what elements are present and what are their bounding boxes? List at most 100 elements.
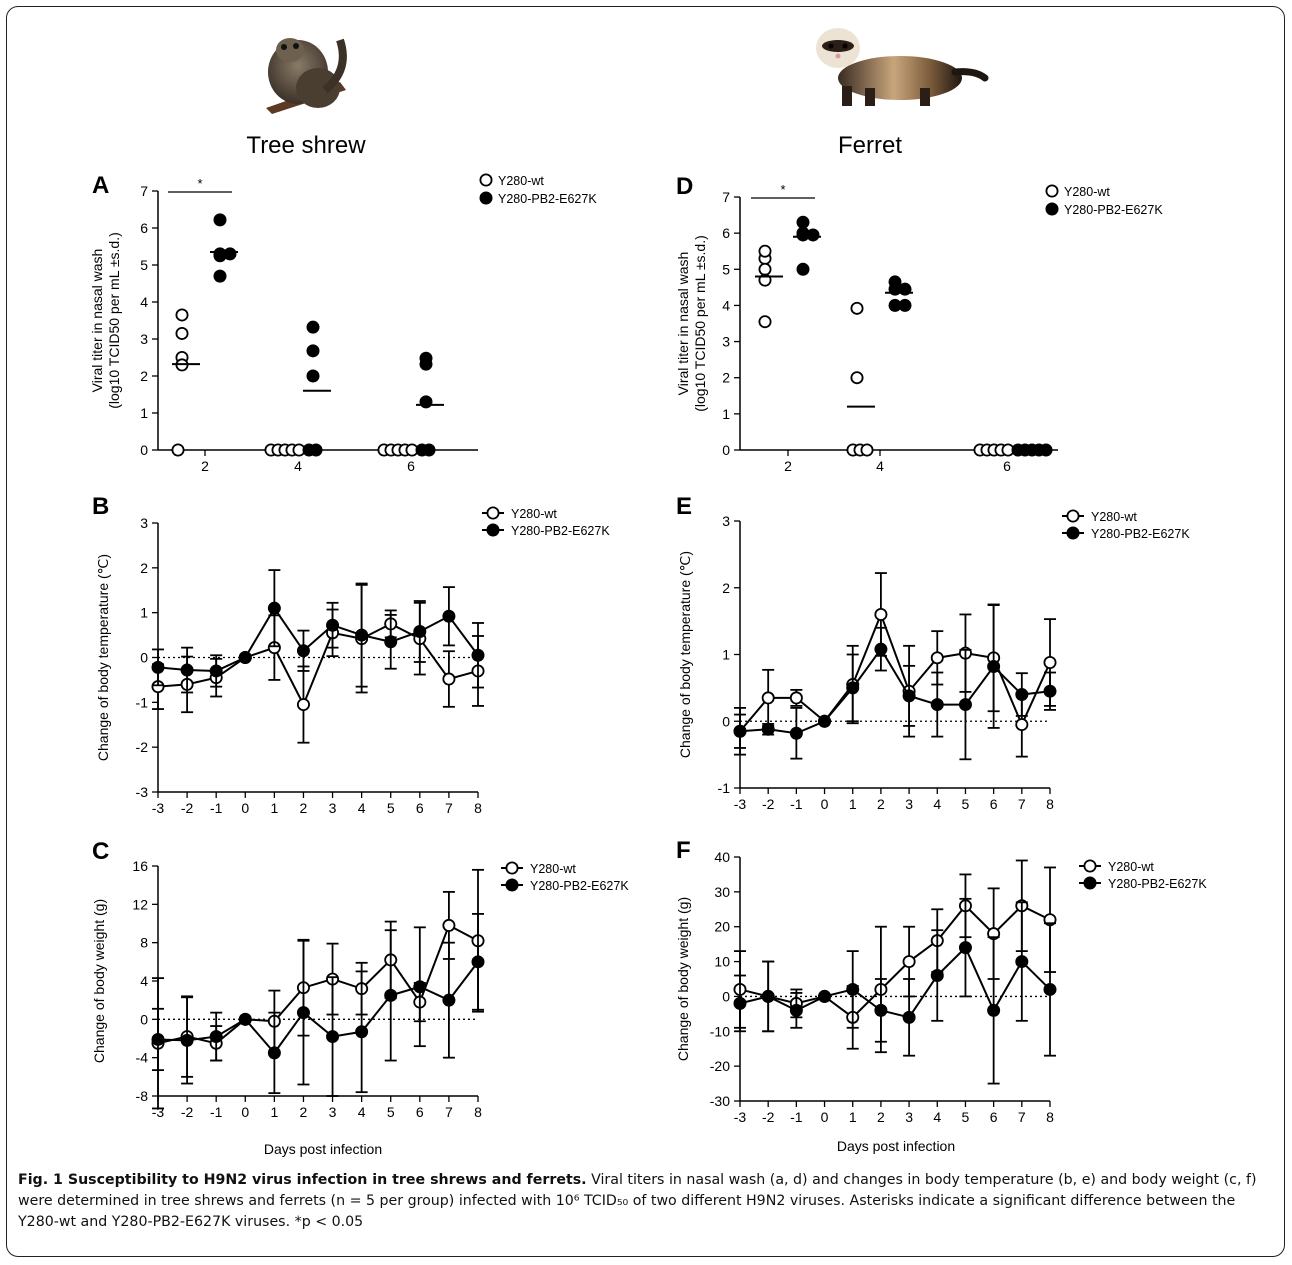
y-axis-title: Change of body temperature (℃) bbox=[677, 551, 693, 758]
x-tick-label: -1 bbox=[790, 796, 803, 812]
data-point bbox=[384, 988, 398, 1002]
y-tick-label: 4 bbox=[722, 297, 730, 313]
figure-caption: Fig. 1 Susceptibility to H9N2 virus infe… bbox=[18, 1170, 1276, 1233]
data-point bbox=[1043, 684, 1057, 698]
legend-label: Y280-wt bbox=[530, 862, 576, 876]
x-tick-label: 2 bbox=[201, 458, 209, 474]
x-tick-label: -1 bbox=[790, 1109, 803, 1125]
panel-label: A bbox=[92, 172, 109, 199]
data-point bbox=[846, 982, 860, 996]
y-tick-label: 3 bbox=[722, 513, 730, 529]
chart-panel-d: 0 1 2 3 4 5 6 7 2 4 6 Viral titer in nasal wash (log… bbox=[675, 173, 1163, 474]
x-tick-label: 6 bbox=[990, 796, 998, 812]
legend-marker bbox=[479, 191, 493, 205]
x-tick-label: -3 bbox=[734, 1109, 747, 1125]
y-tick-label: 3 bbox=[722, 334, 730, 350]
legend-marker bbox=[505, 878, 519, 892]
y-axis-title: (log10 TCID50 per mL ±s.d.) bbox=[692, 235, 708, 412]
y-tick-label: -20 bbox=[710, 1058, 730, 1074]
legend-label: Y280-wt bbox=[511, 507, 557, 521]
y-tick-label: 5 bbox=[722, 261, 730, 277]
data-point bbox=[958, 698, 972, 712]
y-tick-label: 30 bbox=[714, 884, 730, 900]
scatter-point bbox=[758, 262, 772, 276]
data-point bbox=[413, 980, 427, 994]
x-tick-label: 2 bbox=[300, 1104, 308, 1120]
data-point bbox=[930, 698, 944, 712]
x-tick-label: -2 bbox=[762, 796, 775, 812]
legend-label: Y280-wt bbox=[1064, 185, 1110, 199]
x-axis-title-left: Days post infection bbox=[264, 1141, 382, 1157]
legend-label: Y280-PB2-E627K bbox=[1064, 203, 1163, 217]
x-tick-label: 5 bbox=[962, 1109, 970, 1125]
series-line bbox=[157, 622, 479, 707]
data-point bbox=[958, 941, 972, 955]
chart-panel-e: -1 0 1 2 3 -3 -2 -1 0 1 2 3 4 5 6 7 8 Change of body temp… bbox=[676, 493, 1190, 812]
legend-marker bbox=[1045, 202, 1059, 216]
y-tick-label: 7 bbox=[140, 183, 148, 199]
scatter-point bbox=[213, 269, 227, 283]
y-tick-label: 0 bbox=[722, 713, 730, 729]
legend-label: Y280-PB2-E627K bbox=[1108, 877, 1207, 891]
x-tick-label: 2 bbox=[300, 800, 308, 816]
y-tick-label: -8 bbox=[136, 1088, 149, 1104]
series-line bbox=[157, 606, 479, 672]
x-tick-label: 3 bbox=[329, 1104, 337, 1120]
y-tick-label: -1 bbox=[136, 694, 149, 710]
series-line bbox=[739, 904, 1051, 1019]
data-point bbox=[1015, 955, 1029, 969]
scatter-point bbox=[422, 443, 436, 457]
data-point bbox=[413, 624, 427, 638]
data-point bbox=[874, 642, 888, 656]
y-axis-title: Change of body temperature (℃) bbox=[95, 554, 111, 761]
x-tick-label: -1 bbox=[210, 1104, 223, 1120]
data-point bbox=[296, 1006, 310, 1020]
data-point bbox=[818, 714, 832, 728]
data-point bbox=[902, 689, 916, 703]
y-axis-title: Change of body weight (g) bbox=[91, 899, 107, 1063]
x-tick-label: 4 bbox=[358, 1104, 366, 1120]
x-tick-label: 3 bbox=[329, 800, 337, 816]
y-tick-label: 0 bbox=[140, 1011, 148, 1027]
x-tick-label: 3 bbox=[905, 1109, 913, 1125]
data-point bbox=[355, 628, 369, 642]
figure-frame bbox=[6, 6, 1285, 1257]
y-tick-label: 1 bbox=[140, 405, 148, 421]
y-axis-title: Viral titer in nasal wash bbox=[675, 252, 691, 396]
scatter-point bbox=[796, 262, 810, 276]
y-tick-label: 10 bbox=[714, 954, 730, 970]
caption-text: Viral titers in nasal wash (a, d) and ch… bbox=[18, 1172, 1257, 1230]
data-point bbox=[151, 1032, 165, 1046]
scatter-point bbox=[175, 326, 189, 340]
data-point bbox=[209, 664, 223, 678]
data-point bbox=[326, 1030, 340, 1044]
y-tick-label: 16 bbox=[132, 858, 148, 874]
scatter-point bbox=[850, 301, 864, 315]
panel-label: F bbox=[676, 837, 691, 864]
legend-label: Y280-PB2-E627K bbox=[530, 879, 629, 893]
y-tick-label: 40 bbox=[714, 849, 730, 865]
x-tick-label: 5 bbox=[962, 796, 970, 812]
y-tick-label: -4 bbox=[136, 1050, 149, 1066]
x-tick-label: 4 bbox=[933, 796, 941, 812]
x-tick-label: 0 bbox=[241, 1104, 249, 1120]
data-point bbox=[789, 1003, 803, 1017]
series-y280-pb2-e627k bbox=[733, 604, 1057, 761]
series-y280-wt bbox=[151, 868, 485, 1110]
y-tick-label: 2 bbox=[722, 370, 730, 386]
scatter-point bbox=[306, 320, 320, 334]
x-tick-label: 8 bbox=[474, 1104, 482, 1120]
data-point bbox=[471, 648, 485, 662]
y-tick-label: 1 bbox=[140, 605, 148, 621]
x-tick-label: 1 bbox=[270, 1104, 278, 1120]
data-point bbox=[442, 918, 456, 932]
data-point bbox=[1015, 718, 1029, 732]
x-tick-label: 7 bbox=[1018, 796, 1026, 812]
y-tick-label: -30 bbox=[710, 1093, 730, 1109]
x-tick-label: 1 bbox=[849, 796, 857, 812]
y-tick-label: 2 bbox=[722, 580, 730, 596]
x-tick-label: 8 bbox=[1046, 796, 1054, 812]
legend-marker bbox=[1066, 509, 1080, 523]
y-tick-label: 1 bbox=[722, 406, 730, 422]
data-point bbox=[930, 651, 944, 665]
